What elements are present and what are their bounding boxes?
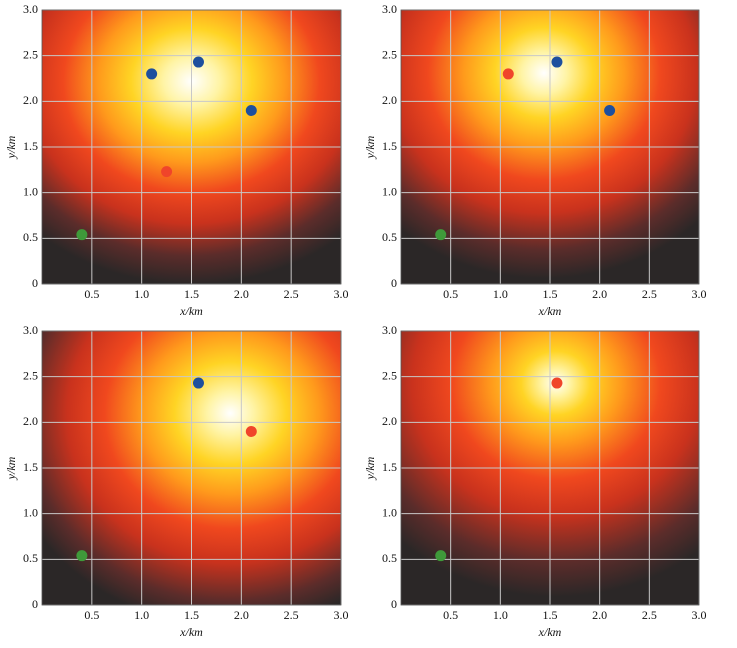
y-tick-label: 0	[32, 597, 38, 611]
y-tick-label: 1.0	[382, 505, 397, 519]
x-tick-label: 2.0	[592, 608, 607, 622]
x-tick-label: 2.5	[642, 608, 657, 622]
x-tick-label: 2.5	[284, 287, 299, 301]
y-tick-label: 2.0	[382, 414, 397, 428]
x-tick-label: 0.5	[84, 287, 99, 301]
y-tick-label: 2.0	[23, 93, 38, 107]
point	[76, 550, 88, 562]
x-tick-label: 1.5	[184, 287, 199, 301]
y-tick-label: 1.5	[382, 460, 397, 474]
y-tick-label: 0	[32, 276, 38, 290]
point	[435, 229, 447, 241]
y-tick-label: 1.5	[23, 139, 38, 153]
point	[192, 56, 204, 68]
x-tick-label: 2.5	[642, 287, 657, 301]
x-axis-label: x/km	[179, 304, 203, 318]
y-tick-label: 1.0	[23, 184, 38, 198]
y-axis-label: y/km	[363, 135, 377, 159]
x-tick-label: 1.0	[134, 608, 149, 622]
x-axis-label: x/km	[538, 625, 562, 639]
point	[604, 104, 616, 116]
x-tick-label: 3.0	[692, 287, 707, 301]
plot-border	[400, 9, 700, 285]
point	[161, 166, 173, 178]
point	[245, 425, 257, 437]
y-tick-label: 3.0	[382, 2, 397, 16]
x-tick-label: 1.5	[543, 608, 558, 622]
x-tick-label: 0.5	[443, 608, 458, 622]
y-tick-label: 0.5	[382, 230, 397, 244]
x-tick-label: 1.0	[493, 608, 508, 622]
y-tick-label: 2.0	[382, 93, 397, 107]
x-axis-label: x/km	[538, 304, 562, 318]
x-tick-label: 2.5	[284, 608, 299, 622]
y-tick-label: 3.0	[23, 2, 38, 16]
x-tick-label: 1.5	[184, 608, 199, 622]
x-tick-label: 1.5	[543, 287, 558, 301]
point	[192, 377, 204, 389]
y-tick-label: 2.5	[382, 47, 397, 61]
y-tick-label: 3.0	[23, 323, 38, 337]
y-tick-label: 0	[391, 597, 397, 611]
y-tick-label: 1.5	[382, 139, 397, 153]
y-tick-label: 2.0	[23, 414, 38, 428]
y-axis-label: y/km	[4, 456, 18, 480]
y-tick-label: 1.0	[382, 184, 397, 198]
point	[245, 104, 257, 116]
x-tick-label: 3.0	[334, 608, 349, 622]
x-tick-label: 0.5	[443, 287, 458, 301]
y-tick-label: 0	[391, 276, 397, 290]
point	[502, 68, 514, 80]
x-tick-label: 1.0	[134, 287, 149, 301]
plot-border	[400, 330, 700, 606]
y-tick-label: 2.5	[382, 368, 397, 382]
x-tick-label: 3.0	[334, 287, 349, 301]
point	[76, 229, 88, 241]
y-tick-label: 0.5	[382, 551, 397, 565]
y-axis-label: y/km	[363, 456, 377, 480]
y-tick-label: 1.0	[23, 505, 38, 519]
x-tick-label: 1.0	[493, 287, 508, 301]
y-axis-label: y/km	[4, 135, 18, 159]
x-tick-label: 3.0	[692, 608, 707, 622]
y-tick-label: 0.5	[23, 551, 38, 565]
x-axis-label: x/km	[179, 625, 203, 639]
y-tick-label: 2.5	[23, 368, 38, 382]
x-tick-label: 2.0	[234, 287, 249, 301]
y-tick-label: 0.5	[23, 230, 38, 244]
x-tick-label: 0.5	[84, 608, 99, 622]
point	[146, 68, 158, 80]
y-tick-label: 3.0	[382, 323, 397, 337]
plot-border	[41, 330, 342, 606]
y-tick-label: 1.5	[23, 460, 38, 474]
y-tick-label: 2.5	[23, 47, 38, 61]
x-tick-label: 2.0	[592, 287, 607, 301]
point	[551, 377, 563, 389]
point	[551, 56, 563, 68]
x-tick-label: 2.0	[234, 608, 249, 622]
plot-border	[41, 9, 342, 285]
point	[435, 550, 447, 562]
